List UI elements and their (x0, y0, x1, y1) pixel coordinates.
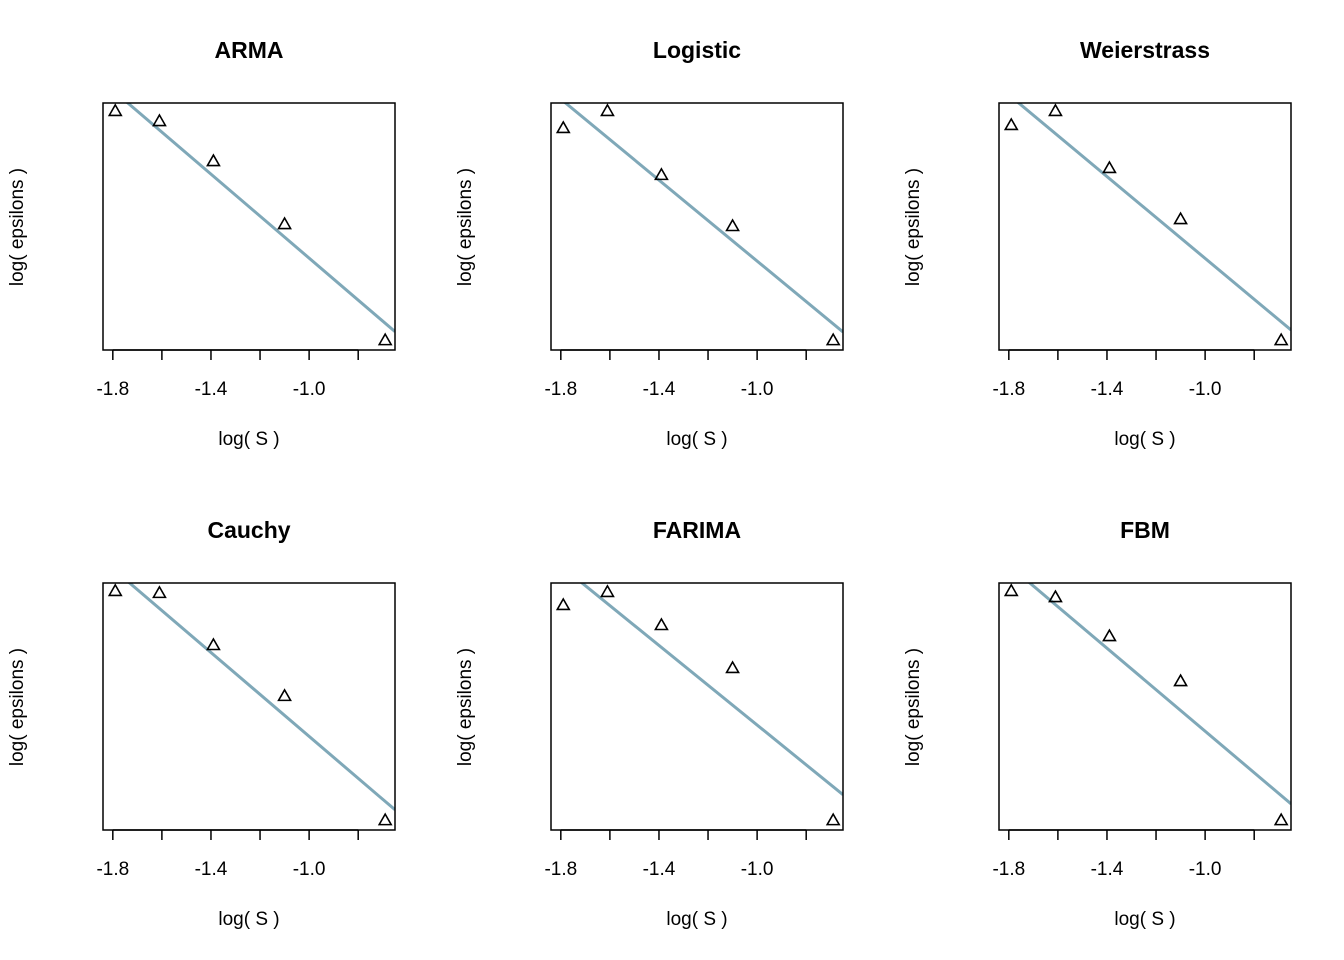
x-tick-label: -1.8 (544, 379, 577, 400)
x-axis-label: log( S ) (1114, 429, 1175, 450)
point (277, 688, 292, 702)
plot-box (998, 102, 1292, 351)
panel-title: Logistic (653, 37, 741, 63)
panel: Logistic log( S ) log( epsilons ) -1.8 -1.4 -… (455, 37, 844, 450)
panel-title: FARIMA (653, 517, 741, 543)
point (725, 218, 740, 232)
point (1273, 332, 1289, 346)
x-tick-label: -1.4 (1091, 859, 1124, 880)
point (1003, 117, 1019, 131)
panel-title: Cauchy (207, 517, 290, 543)
x-tick-label: -1.0 (293, 379, 326, 400)
panel-title: FBM (1120, 517, 1170, 543)
x-tick-label: -1.0 (741, 859, 774, 880)
plot-box (102, 582, 396, 831)
point (206, 153, 221, 167)
panel: Cauchy log( S ) log( epsilons ) -1.8 -1.4 -1.… (7, 517, 396, 930)
point (107, 583, 123, 597)
point (1102, 160, 1117, 174)
x-tick-label: -1.0 (293, 859, 326, 880)
point (152, 113, 167, 127)
point (825, 812, 841, 826)
point (555, 120, 571, 134)
y-axis-label: log( epsilons ) (7, 648, 28, 766)
point (1048, 589, 1063, 603)
point (107, 103, 123, 117)
point (377, 332, 393, 346)
fit-line (125, 103, 395, 333)
x-tick-label: -1.0 (741, 379, 774, 400)
panel-title: ARMA (215, 37, 284, 63)
panel: FBM log( S ) log( epsilons ) -1.8 -1.4 -1.0 (903, 517, 1292, 930)
y-axis-label: log( epsilons ) (455, 168, 476, 286)
x-tick-label: -1.4 (643, 379, 676, 400)
x-tick-label: -1.8 (96, 379, 129, 400)
point (1048, 103, 1063, 117)
x-tick-label: -1.4 (195, 859, 228, 880)
plot-box (102, 102, 396, 351)
point (825, 332, 841, 346)
panel: FARIMA log( S ) log( epsilons ) -1.8 -1.4 -1.… (455, 517, 844, 930)
x-tick-label: -1.8 (992, 379, 1025, 400)
fit-line (127, 583, 395, 811)
y-axis-label: log( epsilons ) (903, 648, 924, 766)
x-tick-label: -1.4 (195, 379, 228, 400)
y-axis-label: log( epsilons ) (455, 648, 476, 766)
fit-line (563, 103, 843, 334)
point (654, 617, 669, 631)
point (1273, 812, 1289, 826)
y-axis-label: log( epsilons ) (7, 168, 28, 286)
plot-box (550, 582, 844, 831)
panel: Weierstrass log( S ) log( epsilons ) -1.8 -1… (903, 37, 1292, 450)
x-tick-label: -1.8 (992, 859, 1025, 880)
x-axis-label: log( S ) (666, 429, 727, 450)
point (600, 584, 615, 598)
point (1003, 583, 1019, 597)
x-axis-label: log( S ) (1114, 909, 1175, 930)
point (1173, 673, 1188, 687)
panel: ARMA log( S ) log( epsilons ) -1.8 -1.4 -1.0 (7, 37, 396, 450)
x-axis-label: log( S ) (218, 429, 279, 450)
x-axis-label: log( S ) (218, 909, 279, 930)
x-tick-label: -1.8 (96, 859, 129, 880)
point (555, 597, 571, 611)
y-axis-label: log( epsilons ) (903, 168, 924, 286)
x-tick-label: -1.4 (643, 859, 676, 880)
x-tick-label: -1.4 (1091, 379, 1124, 400)
fit-line (1027, 583, 1291, 805)
point (600, 103, 615, 117)
point (152, 585, 167, 599)
point (377, 812, 393, 826)
x-axis-label: log( S ) (666, 909, 727, 930)
panel-title: Weierstrass (1080, 37, 1210, 63)
plot-box (998, 582, 1292, 831)
point (725, 660, 740, 674)
fit-line (579, 583, 843, 796)
point (277, 216, 292, 230)
point (206, 637, 221, 651)
plot-box (550, 102, 844, 351)
x-tick-label: -1.0 (1189, 859, 1222, 880)
point (1173, 211, 1188, 225)
fit-line (1016, 103, 1291, 332)
point (1102, 628, 1117, 642)
x-tick-label: -1.0 (1189, 379, 1222, 400)
point (654, 167, 669, 181)
x-tick-label: -1.8 (544, 859, 577, 880)
